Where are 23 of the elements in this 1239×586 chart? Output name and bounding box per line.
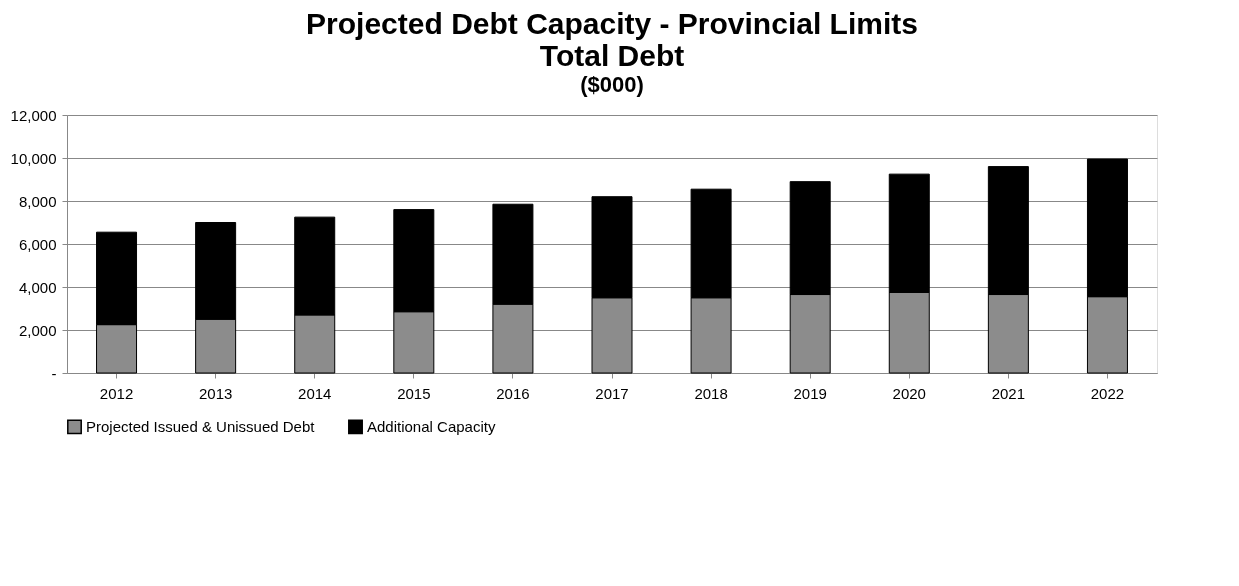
- y-tick-label: 2,000: [18, 321, 57, 339]
- x-tick-label: 2020: [892, 384, 926, 402]
- x-tick-label: 2014: [298, 384, 332, 402]
- text: Projected Debt Capacity - Provincial Limits: [306, 7, 918, 40]
- y-tick-label: 8,000: [18, 192, 57, 210]
- y-tick-label: 6,000: [18, 235, 57, 253]
- y-tick-label: -: [51, 364, 57, 382]
- x-tick-label: 2012: [99, 384, 134, 402]
- x-tick-label: 2019: [793, 384, 827, 402]
- x-tick-label: 2015: [397, 384, 431, 402]
- y-tick-label: 12,000: [10, 106, 57, 124]
- legend-label: Projected Issued & Unissued Debt: [86, 417, 316, 435]
- y-tick-label: 10,000: [10, 149, 57, 167]
- y-tick-label: 4,000: [18, 278, 57, 296]
- x-tick-label: 2017: [595, 384, 629, 402]
- x-tick-label: 2016: [496, 384, 530, 402]
- text: Total Debt: [539, 39, 685, 72]
- legend-label: Additional Capacity: [367, 417, 496, 435]
- x-tick-label: 2018: [694, 384, 728, 402]
- chart-subtitle: ($000): [580, 72, 644, 97]
- x-tick-label: 2013: [198, 384, 233, 402]
- x-tick-label: 2021: [991, 384, 1026, 402]
- x-tick-label: 2022: [1090, 384, 1125, 402]
